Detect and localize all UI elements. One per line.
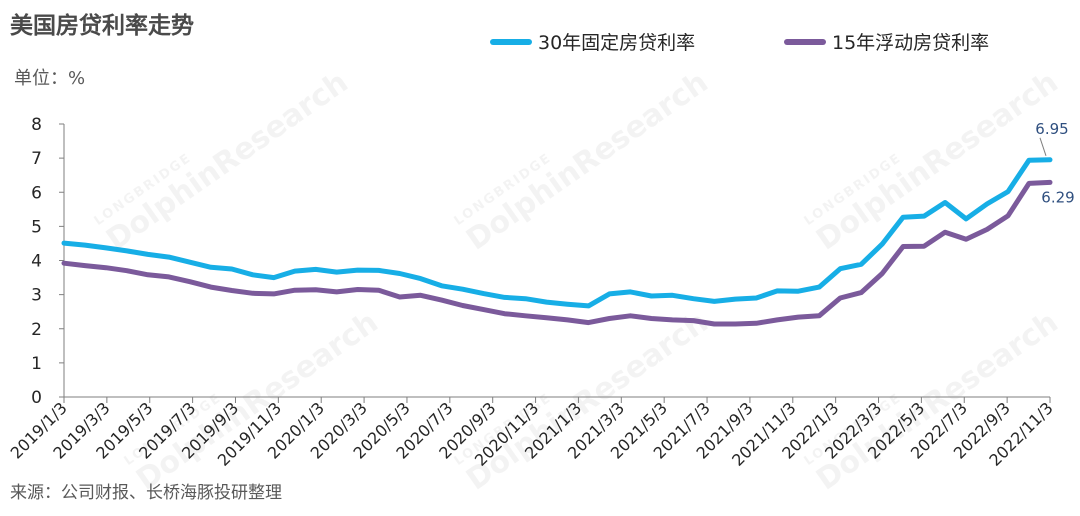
series-line-15yr	[61, 179, 1053, 327]
legend-swatch-15yr	[784, 38, 826, 45]
y-tick-label: 0	[31, 388, 42, 408]
annotation-leader-30yr	[1039, 137, 1047, 156]
y-tick-label: 8	[31, 115, 42, 135]
series-line-30yr	[61, 157, 1053, 309]
legend-item-15yr: 15年浮动房贷利率	[784, 28, 989, 55]
series-group	[61, 157, 1053, 327]
y-tick-label: 3	[31, 286, 42, 306]
legend-label-30yr: 30年固定房贷利率	[538, 32, 696, 54]
y-tick-label: 1	[31, 354, 42, 374]
axes: 0123456782019/1/32019/3/32019/5/32019/7/…	[7, 115, 1057, 470]
end-label-15yr: 6.29	[1041, 188, 1074, 206]
y-tick-label: 7	[31, 149, 42, 169]
y-tick-label: 5	[31, 217, 42, 237]
chart-title: 美国房贷利率走势	[10, 13, 194, 39]
legend-item-30yr: 30年固定房贷利率	[490, 28, 695, 55]
unit-label: 单位：%	[14, 68, 86, 89]
annotations: 6.95 6.29	[1035, 120, 1074, 207]
y-tick-label: 2	[31, 320, 42, 340]
y-tick-label: 4	[31, 252, 42, 272]
source-note: 来源：公司财报、长桥海豚投研整理	[10, 483, 282, 503]
end-label-30yr: 6.95	[1035, 120, 1068, 138]
y-tick-label: 6	[31, 183, 42, 203]
legend-swatch-30yr	[490, 38, 532, 45]
legend-label-15yr: 15年浮动房贷利率	[832, 32, 990, 54]
